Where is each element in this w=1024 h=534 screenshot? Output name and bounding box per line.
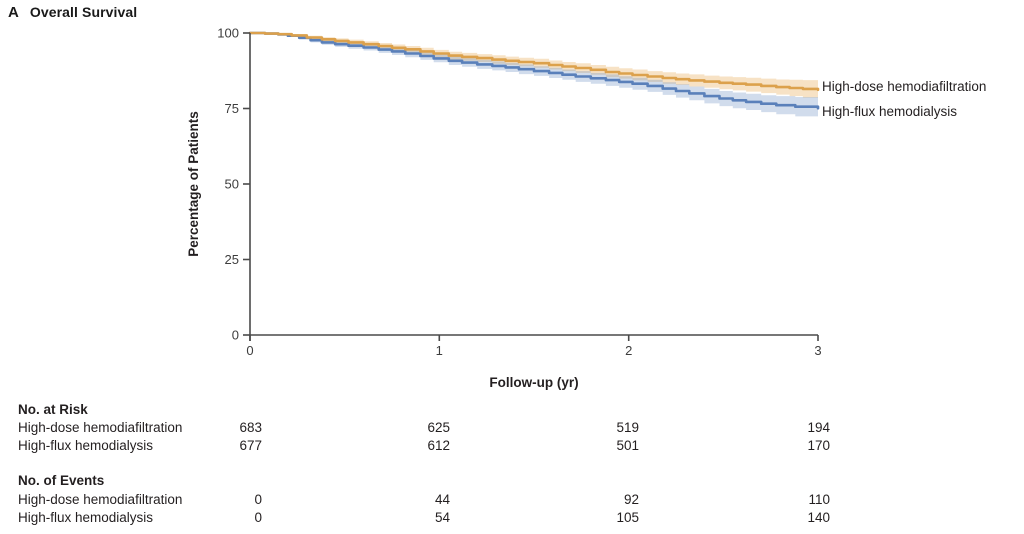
panel-title: A Overall Survival [8, 4, 137, 22]
survival-curves-layer [248, 31, 820, 119]
at-risk-hd-yr2: 501 [616, 438, 639, 453]
events-hd-yr1: 54 [434, 510, 450, 525]
row-label-hdf: High-dose hemodiafiltration [18, 420, 183, 435]
y-tick-label-100: 100 [217, 26, 239, 41]
events-hdf-yr0: 0 [254, 492, 262, 507]
y-tick-label-50: 50 [225, 177, 239, 192]
row-label-hd-events: High-flux hemodialysis [18, 510, 154, 525]
at-risk-hdf-yr3: 194 [807, 420, 830, 435]
at-risk-hd-yr1: 612 [427, 438, 450, 453]
survival-curve-series-1 [248, 31, 820, 110]
row-label-hdf-events: High-dose hemodiafiltration [18, 492, 183, 507]
x-tick-labels: 0 1 2 3 [246, 343, 821, 358]
page-title: Overall Survival [29, 4, 138, 20]
row-label-hd: High-flux hemodialysis [18, 438, 154, 453]
y-tick-labels: 100 75 50 25 0 [217, 26, 239, 343]
events-hdf-yr1: 44 [434, 492, 450, 507]
y-tick-label-0: 0 [232, 328, 239, 343]
kaplan-meier-plot: 100 75 50 25 0 0 1 2 3 Follow-up (yr) Pe… [186, 26, 822, 391]
y-axis-title: Percentage of Patients [186, 111, 201, 257]
y-tick-label-75: 75 [225, 101, 239, 116]
no-of-events-header: No. of Events [18, 473, 105, 488]
panel-letter: A [8, 4, 19, 21]
at-risk-hdf-yr2: 519 [616, 420, 639, 435]
at-risk-hdf-yr1: 625 [427, 420, 450, 435]
x-tick-label-3: 3 [814, 343, 821, 358]
events-hdf-yr2: 92 [623, 492, 639, 507]
y-tick-label-25: 25 [225, 252, 239, 267]
survival-curve-series-0 [248, 31, 820, 92]
x-axis-title: Follow-up (yr) [489, 375, 578, 390]
events-hd-yr3: 140 [807, 510, 830, 525]
at-risk-hd-yr0: 677 [239, 438, 262, 453]
events-hdf-yr3: 110 [808, 492, 830, 507]
at-risk-hdf-yr0: 683 [239, 420, 262, 435]
at-risk-hd-yr3: 170 [807, 438, 830, 453]
events-hd-yr0: 0 [254, 510, 262, 525]
confidence-band-series-1 [250, 33, 818, 119]
legend-label-high-flux-hemodialysis: High-flux hemodialysis [822, 104, 958, 119]
legend-label-high-dose-hemodiafiltration: High-dose hemodiafiltration [822, 79, 987, 94]
no-at-risk-header: No. at Risk [18, 402, 88, 417]
x-tick-label-0: 0 [246, 343, 253, 358]
x-tick-label-2: 2 [625, 343, 632, 358]
events-hd-yr2: 105 [616, 510, 639, 525]
axes [243, 32, 819, 341]
x-tick-label-1: 1 [436, 343, 443, 358]
